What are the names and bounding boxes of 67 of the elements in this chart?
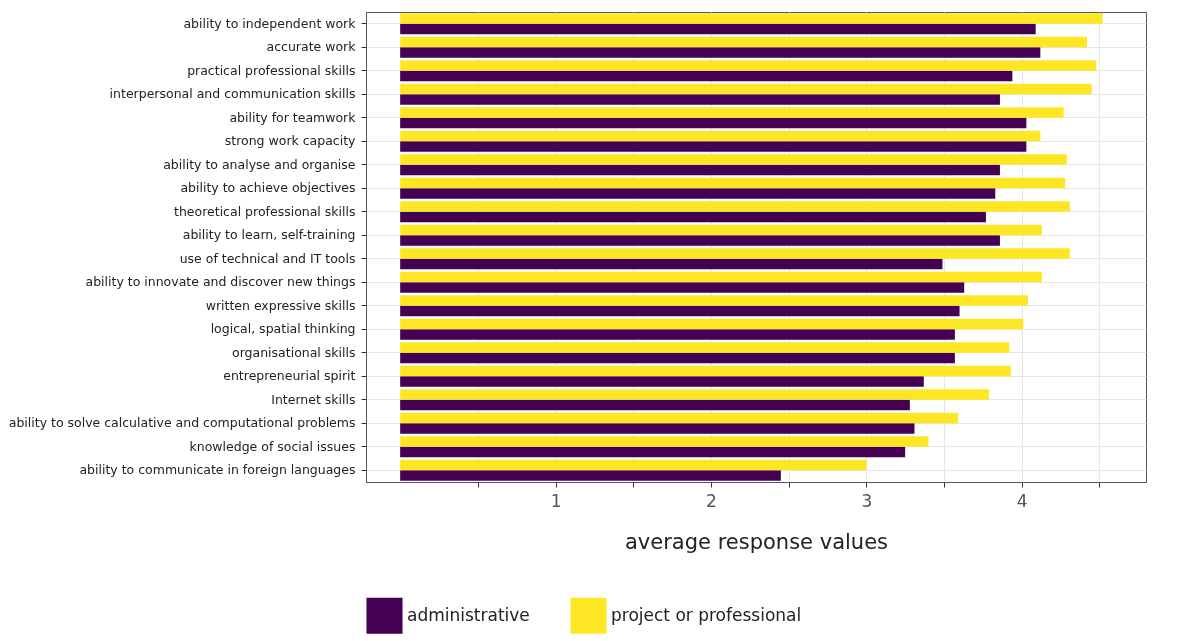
bar xyxy=(400,318,1024,330)
bar xyxy=(400,423,915,434)
bar xyxy=(400,305,960,317)
y-tick-label: logical, spatial thinking xyxy=(210,321,356,337)
y-tick-label: accurate work xyxy=(266,39,357,55)
bar xyxy=(400,389,990,400)
bar xyxy=(400,446,906,458)
y-tick-label: ability to solve calculative and computational problems xyxy=(8,415,356,431)
bar xyxy=(400,436,929,447)
bar xyxy=(400,60,1097,71)
bar xyxy=(400,342,1010,353)
bar xyxy=(400,23,1036,35)
x-axis-title: average response values xyxy=(624,529,889,554)
bar xyxy=(400,459,867,471)
x-tick-label: 4 xyxy=(1016,490,1028,511)
y-tick-label: practical professional skills xyxy=(187,62,356,78)
bar xyxy=(400,47,1041,58)
bar xyxy=(400,282,965,293)
x-tick-label: 2 xyxy=(706,490,717,511)
bar xyxy=(400,107,1064,118)
bar xyxy=(400,376,924,387)
bar xyxy=(400,470,781,481)
bar xyxy=(400,258,943,270)
bar xyxy=(400,164,1000,176)
y-tick-label: interpersonal and communication skills xyxy=(109,86,356,102)
y-tick-label: use of technical and IT tools xyxy=(179,250,356,266)
y-tick-label: written expressive skills xyxy=(205,297,356,313)
y-tick-label: entrepreneurial spirit xyxy=(223,368,356,384)
bar xyxy=(400,177,1066,189)
bar xyxy=(400,188,996,199)
legend-label: project or professional xyxy=(611,604,802,625)
bar xyxy=(400,13,1103,24)
y-tick-label: ability for teamwork xyxy=(229,109,357,125)
bar xyxy=(400,352,955,364)
y-tick-label: ability to analyse and organise xyxy=(163,156,356,172)
bar xyxy=(400,94,1000,105)
bar xyxy=(400,117,1027,129)
bar xyxy=(400,70,1013,82)
y-tick-label: Internet skills xyxy=(271,391,356,407)
bar xyxy=(400,224,1042,236)
bar xyxy=(400,130,1041,142)
bar xyxy=(400,271,1042,283)
bar xyxy=(400,141,1027,152)
y-tick-label: knowledge of social issues xyxy=(189,438,356,454)
legend-label: administrative xyxy=(407,604,530,625)
bar xyxy=(400,83,1092,95)
y-tick-label: theoretical professional skills xyxy=(174,203,356,219)
y-tick-label: ability to communicate in foreign languages xyxy=(79,462,356,478)
bar xyxy=(400,365,1011,377)
bar xyxy=(400,412,958,424)
bar xyxy=(400,329,955,340)
y-tick-label: ability to innovate and discover new things xyxy=(85,274,356,290)
y-tick-label: ability to learn, self-training xyxy=(182,227,356,243)
bar xyxy=(400,295,1028,306)
bar xyxy=(400,248,1070,259)
bar xyxy=(400,154,1067,165)
y-tick-label: organisational skills xyxy=(232,344,356,360)
bar xyxy=(400,201,1070,212)
bar xyxy=(400,235,1000,246)
bar xyxy=(400,36,1087,48)
y-tick-label: ability to independent work xyxy=(183,15,357,31)
y-tick-label: ability to achieve objectives xyxy=(180,180,356,196)
x-tick-label: 1 xyxy=(550,490,562,511)
bar xyxy=(400,399,910,411)
x-tick-label: 3 xyxy=(861,490,873,511)
y-tick-label: strong work capacity xyxy=(224,133,357,149)
bar xyxy=(400,211,986,223)
